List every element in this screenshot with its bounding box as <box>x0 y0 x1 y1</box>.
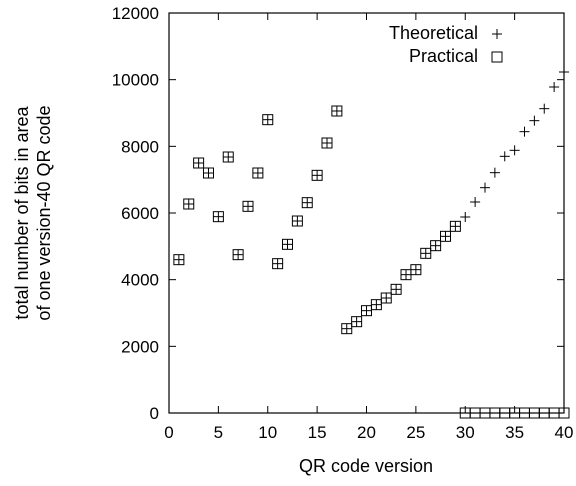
y-tick-label: 8000 <box>121 137 159 156</box>
theoretical-point <box>440 231 451 242</box>
theoretical-point <box>223 152 234 162</box>
legend: Theoretical Practical <box>389 23 503 66</box>
theoretical-point <box>559 67 569 77</box>
theoretical-point <box>282 239 293 250</box>
practical-point <box>262 114 274 126</box>
practical-point <box>351 316 363 328</box>
practical-point <box>420 247 432 259</box>
theoretical-point <box>252 168 263 178</box>
practical-point <box>430 240 442 252</box>
ticks <box>168 12 565 414</box>
theoretical-point <box>292 216 303 226</box>
theoretical-point <box>351 316 362 327</box>
theoretical-point <box>430 240 441 251</box>
x-tick-label: 0 <box>164 423 173 442</box>
legend-label-theoretical: Theoretical <box>389 23 478 43</box>
practical-point <box>380 292 392 304</box>
y-axis-label-line-2: of one version-40 QR code <box>34 105 54 320</box>
y-axis-label: total number of bits in area of one vers… <box>12 105 54 320</box>
practical-point <box>291 215 303 227</box>
theoretical-point <box>233 249 244 260</box>
y-tick-label: 10000 <box>112 71 159 90</box>
x-axis-label: QR code version <box>299 456 433 476</box>
practical-point <box>390 283 402 295</box>
practical-point <box>311 169 323 181</box>
y-axis-label-line-1: total number of bits in area <box>12 105 32 319</box>
practical-point <box>558 407 570 419</box>
practical-point <box>301 197 313 209</box>
plot-frame <box>168 12 565 414</box>
practical-point <box>282 238 293 250</box>
x-tick-label: 15 <box>308 423 327 442</box>
practical-point <box>341 323 353 335</box>
theoretical-point <box>410 264 421 275</box>
theoretical-point <box>203 168 214 178</box>
x-tick-label: 25 <box>406 423 425 442</box>
theoretical-point <box>173 254 184 265</box>
y-tick-label: 4000 <box>121 271 159 290</box>
practical-point <box>331 105 343 117</box>
theoretical-point <box>213 211 224 222</box>
practical-point <box>222 151 234 163</box>
y-tick-label: 12000 <box>112 4 159 23</box>
practical-point <box>173 254 185 266</box>
theoretical-point <box>341 323 352 334</box>
x-tick-label: 5 <box>214 423 223 442</box>
theoretical-point <box>193 158 204 168</box>
practical-point <box>272 258 284 270</box>
y-tick-label: 0 <box>150 404 159 423</box>
theoretical-point <box>519 126 530 137</box>
practical-point <box>193 157 205 169</box>
theoretical-point <box>361 305 372 316</box>
practical-point <box>449 220 461 232</box>
theoretical-point <box>183 199 194 209</box>
y-tick-label: 6000 <box>121 204 159 223</box>
practical-point <box>440 230 451 242</box>
practical-point <box>203 167 214 179</box>
theoretical-point <box>420 248 431 259</box>
practical-point <box>212 211 224 223</box>
theoretical-point <box>302 197 313 208</box>
practical-point <box>232 249 244 261</box>
theoretical-point <box>262 114 273 125</box>
theoretical-point <box>549 82 560 92</box>
theoretical-point <box>312 170 323 181</box>
y-tick-label: 2000 <box>121 337 159 356</box>
data-points <box>173 67 570 419</box>
theoretical-point <box>460 212 471 222</box>
practical-point <box>252 167 264 179</box>
practical-point <box>242 200 254 212</box>
tick-labels: 0 5 10 15 20 25 30 35 40 0 2000 4000 6000 8000 10000 12… <box>112 4 574 442</box>
practical-point <box>183 198 195 210</box>
theoretical-point <box>391 284 402 295</box>
x-tick-label: 20 <box>357 423 376 442</box>
theoretical-point <box>489 167 500 178</box>
x-tick-label: 35 <box>505 423 524 442</box>
x-tick-label: 30 <box>456 423 475 442</box>
theoretical-point <box>243 201 253 212</box>
legend-marker-theoretical <box>492 29 502 39</box>
theoretical-point <box>450 221 461 232</box>
theoretical-point <box>331 106 342 116</box>
theoretical-point <box>480 182 490 193</box>
theoretical-point <box>509 145 520 156</box>
practical-point <box>321 137 333 149</box>
practical-point <box>361 305 372 317</box>
theoretical-point <box>499 151 510 162</box>
x-tick-label: 10 <box>258 423 277 442</box>
theoretical-point <box>371 299 382 310</box>
theoretical-point <box>470 197 481 207</box>
theoretical-point <box>322 138 332 148</box>
theoretical-point <box>381 293 392 303</box>
practical-point <box>410 264 422 276</box>
x-tick-label: 40 <box>555 423 574 442</box>
legend-marker-practical <box>491 51 503 63</box>
theoretical-point <box>272 258 283 269</box>
theoretical-point <box>529 115 540 126</box>
theoretical-point <box>401 269 411 280</box>
legend-label-practical: Practical <box>409 46 478 66</box>
practical-point <box>370 299 382 311</box>
theoretical-point <box>539 103 550 114</box>
